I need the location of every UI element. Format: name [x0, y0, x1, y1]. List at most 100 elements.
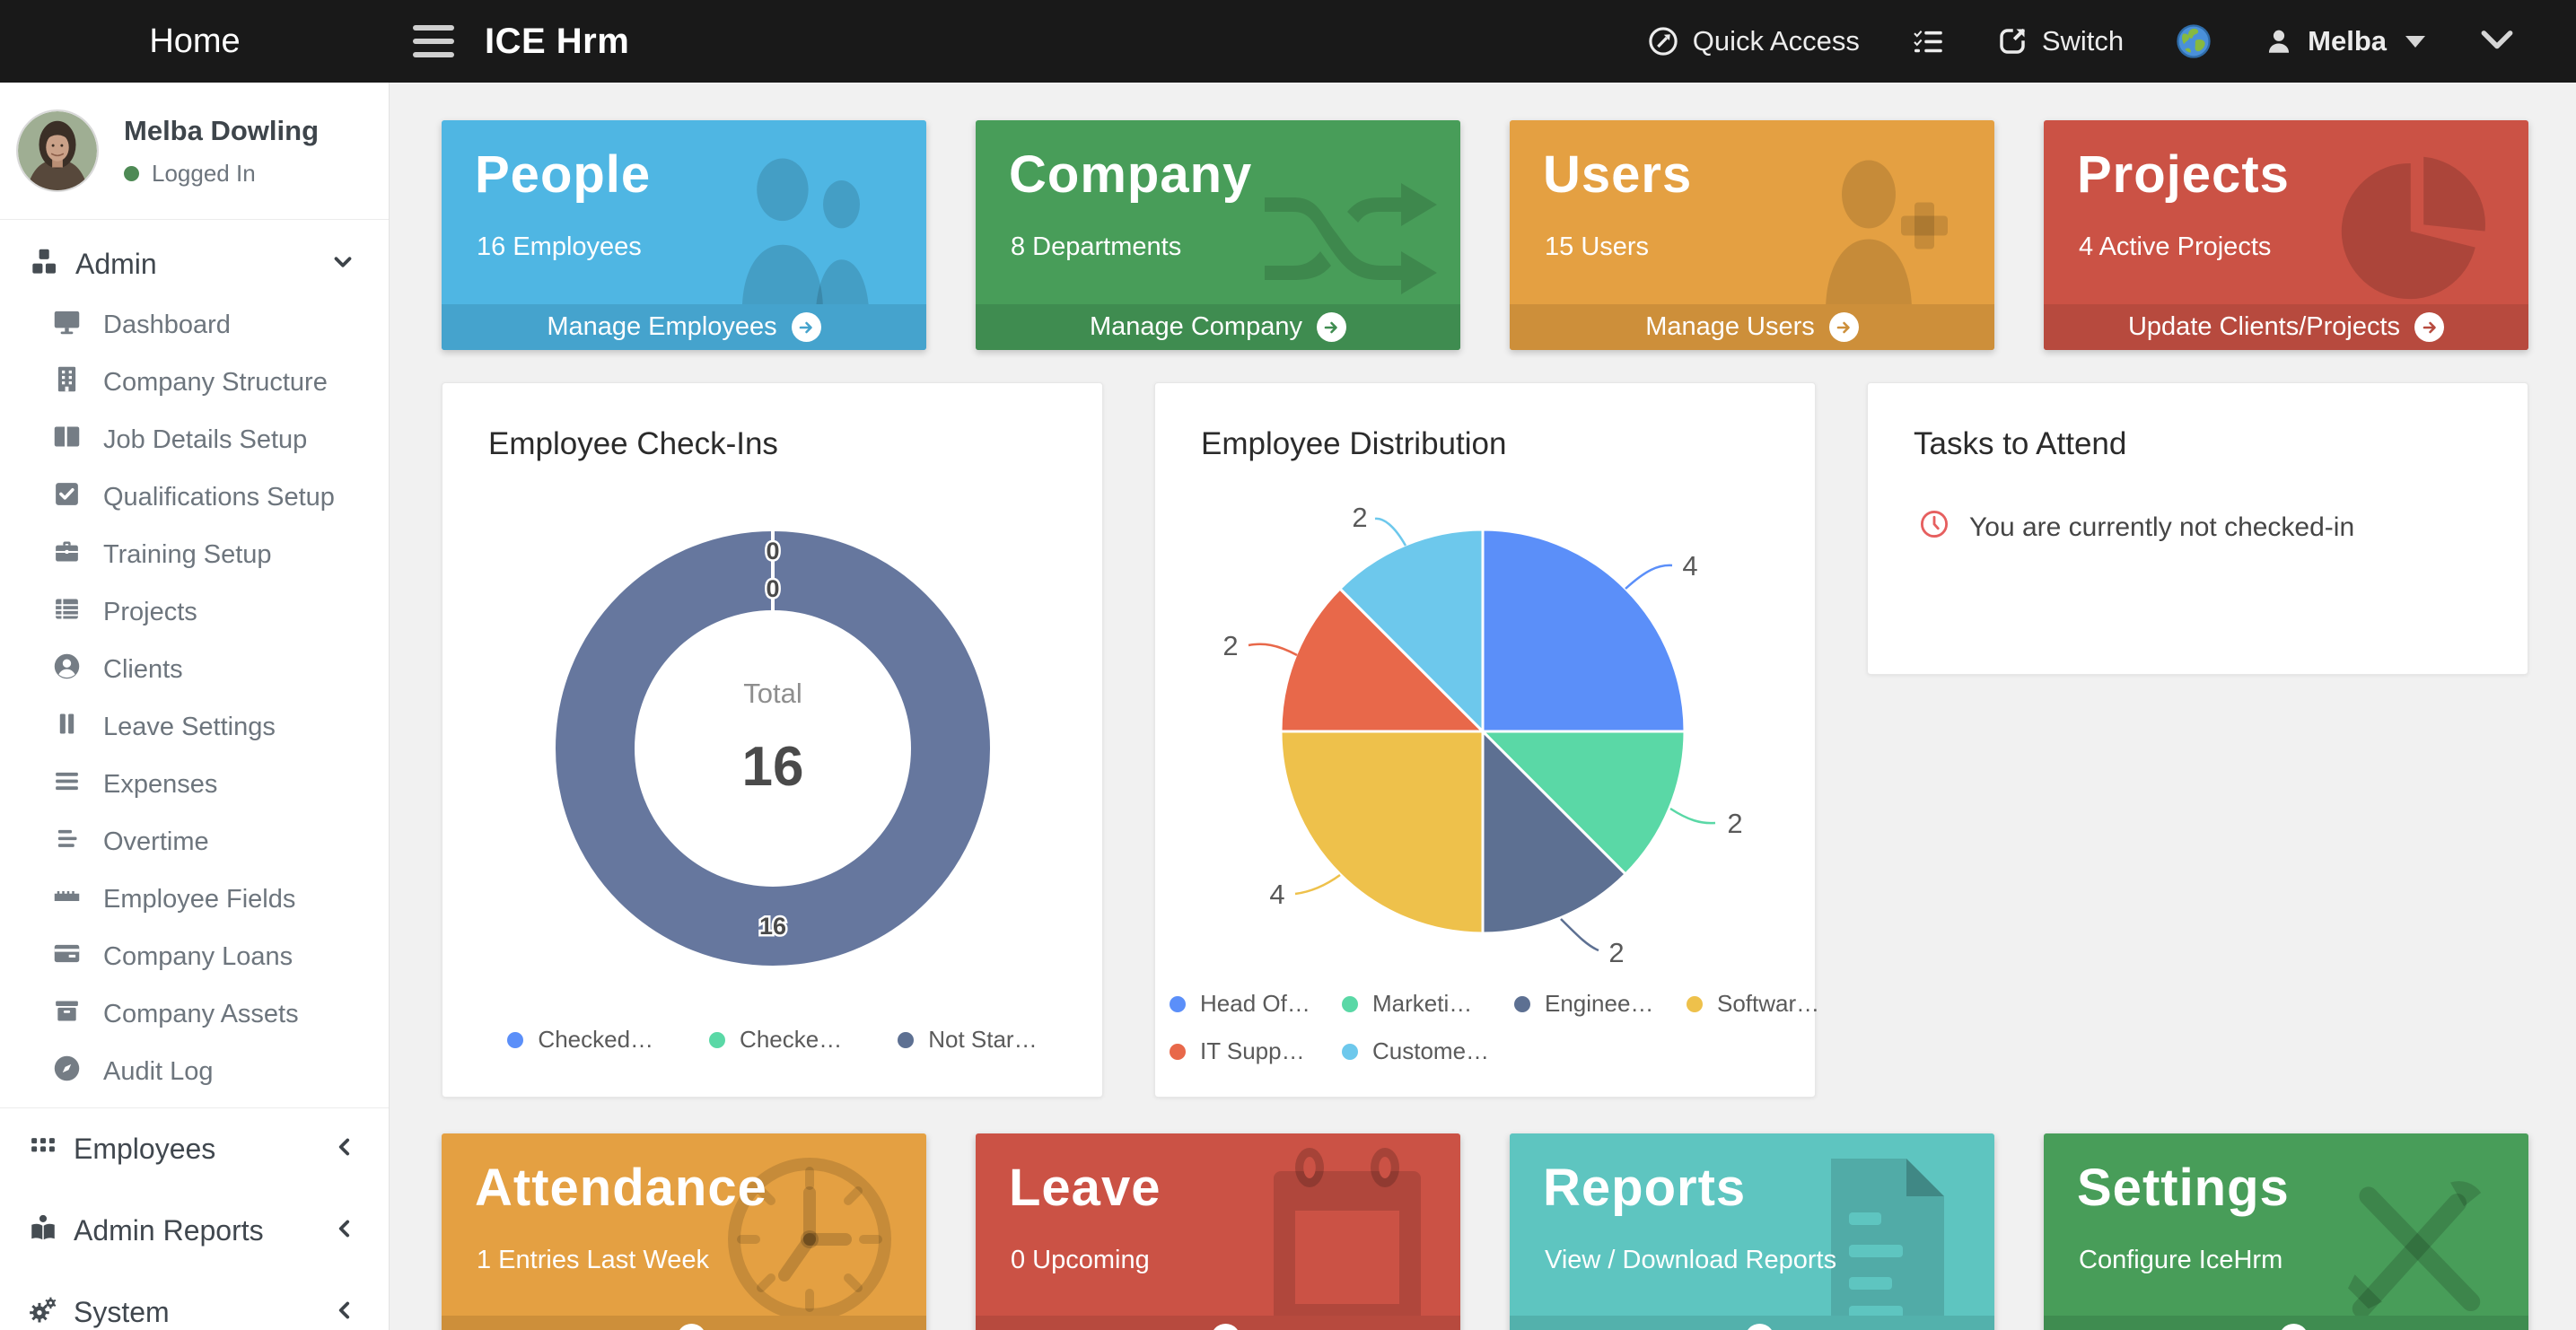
legend-item-marketing[interactable]: Marketi… — [1342, 990, 1514, 1018]
task-list-button[interactable] — [1912, 25, 1944, 57]
legend-dot — [709, 1031, 726, 1048]
list-icon — [52, 766, 82, 803]
shuffle-icon — [1261, 172, 1441, 302]
svg-text:2: 2 — [1608, 937, 1624, 968]
navbar-collapse-button[interactable] — [2477, 25, 2517, 57]
hamburger-icon[interactable] — [413, 25, 454, 57]
tile-company[interactable]: Company 8 Departments Manage Company — [976, 120, 1460, 350]
legend-dot — [1342, 995, 1358, 1012]
charts-row: Employee Check-Ins 0 0 16 Total 16 Check… — [442, 382, 2528, 1098]
sidebar-item-dashboard[interactable]: Dashboard — [0, 296, 389, 354]
legend-item-engineering[interactable]: Enginee… — [1514, 990, 1687, 1018]
sidebar-section-employees[interactable]: Employees — [0, 1108, 389, 1190]
legend-item-checked-out[interactable]: Checke… — [709, 1026, 842, 1054]
sidebar-item-projects[interactable]: Projects — [0, 583, 389, 641]
tile-reports[interactable]: Reports View / Download Reports — [1510, 1133, 1994, 1330]
sidebar-item-label: Company Assets — [103, 999, 299, 1028]
tile-projects[interactable]: Projects 4 Active Projects Update Client… — [2044, 120, 2528, 350]
sidebar-item-expenses[interactable]: Expenses — [0, 756, 389, 813]
sidebar-item-qualifications-setup[interactable]: Qualifications Setup — [0, 468, 389, 526]
legend-item-checked-in[interactable]: Checked… — [507, 1026, 653, 1054]
sidebar-item-overtime[interactable]: Overtime — [0, 813, 389, 871]
sidebar-item-training-setup[interactable]: Training Setup — [0, 526, 389, 583]
legend-dot — [1170, 995, 1186, 1012]
top-navbar: Home ICE Hrm Quick Access Switch — [0, 0, 2576, 83]
nav-home-link[interactable]: Home — [149, 22, 241, 60]
sidebar-item-company-loans[interactable]: Company Loans — [0, 928, 389, 985]
checkins-panel: Employee Check-Ins 0 0 16 Total 16 Check… — [442, 382, 1103, 1098]
tile-users[interactable]: Users 15 Users Manage Users — [1510, 120, 1994, 350]
legend-label: IT Supp… — [1200, 1037, 1305, 1064]
legend-item-it-support[interactable]: IT Supp… — [1170, 1037, 1342, 1065]
sidebar-section-label: Employees — [74, 1133, 216, 1165]
building-icon — [52, 364, 82, 401]
legend-dot — [1514, 995, 1530, 1012]
svg-text:4: 4 — [1269, 879, 1284, 910]
quick-access-label: Quick Access — [1692, 25, 1860, 57]
legend-dot — [1170, 1043, 1186, 1060]
svg-text:2: 2 — [1352, 502, 1367, 533]
legend-label: Checked… — [538, 1026, 654, 1053]
svg-text:0: 0 — [766, 538, 779, 564]
svg-text:2: 2 — [1727, 808, 1742, 839]
task-message: You are currently not checked-in — [1969, 512, 2355, 542]
tile-people[interactable]: People 16 Employees Manage Employees — [442, 120, 926, 350]
arrow-right-circle-icon — [1744, 1324, 1774, 1330]
globe-icon — [2176, 23, 2212, 59]
sidebar-item-employee-fields[interactable]: Employee Fields — [0, 871, 389, 928]
user-menu[interactable]: Melba — [2264, 25, 2425, 57]
update-clients-projects-button[interactable]: Update Clients/Projects — [2044, 304, 2528, 350]
quick-access-button[interactable]: Quick Access — [1647, 25, 1860, 57]
sidebar-item-job-details-setup[interactable]: Job Details Setup — [0, 411, 389, 468]
tile-subtitle: 0 Upcoming — [1011, 1246, 1150, 1274]
sidebar-section-admin[interactable]: Admin — [0, 220, 389, 296]
language-globe-button[interactable] — [2176, 23, 2212, 59]
user-circle-icon — [52, 652, 82, 688]
sidebar-item-label: Dashboard — [103, 310, 231, 339]
sidebar-item-label: Overtime — [103, 827, 209, 856]
reports-footer-button[interactable] — [1510, 1316, 1994, 1330]
tile-title: Users — [1543, 145, 1693, 204]
settings-footer-button[interactable] — [2044, 1316, 2528, 1330]
status-label: Logged In — [152, 159, 256, 187]
manage-company-button[interactable]: Manage Company — [976, 304, 1460, 350]
tile-attendance[interactable]: Attendance 1 Entries Last Week — [442, 1133, 926, 1330]
leave-footer-button[interactable] — [976, 1316, 1460, 1330]
manage-users-button[interactable]: Manage Users — [1510, 304, 1994, 350]
tile-title: Projects — [2077, 145, 2290, 204]
sidebar-item-leave-settings[interactable]: Leave Settings — [0, 698, 389, 756]
legend-item-software[interactable]: Softwar… — [1687, 990, 1859, 1018]
sidebar-item-label: Leave Settings — [103, 712, 276, 741]
user-icon — [2264, 26, 2294, 57]
svg-text:Total: Total — [743, 678, 802, 709]
sidebar-item-company-assets[interactable]: Company Assets — [0, 985, 389, 1043]
briefcase-icon — [52, 537, 82, 573]
legend-dot — [1342, 1043, 1358, 1060]
gears-icon — [27, 1294, 59, 1330]
tile-leave[interactable]: Leave 0 Upcoming — [976, 1133, 1460, 1330]
switch-button[interactable]: Switch — [1996, 25, 2124, 57]
sidebar-item-audit-log[interactable]: Audit Log — [0, 1043, 389, 1100]
sidebar-item-clients[interactable]: Clients — [0, 641, 389, 698]
sidebar-section-admin-reports[interactable]: Admin Reports — [0, 1190, 389, 1272]
legend-item-not-started[interactable]: Not Star… — [898, 1026, 1038, 1054]
archive-icon — [52, 996, 82, 1033]
avatar[interactable] — [16, 109, 99, 192]
tools-icon — [2331, 1159, 2502, 1330]
sidebar-section-label: System — [74, 1296, 170, 1328]
chevron-down-icon — [2477, 25, 2517, 57]
legend-label: Marketi… — [1372, 990, 1473, 1017]
distribution-legend: Head Of… Marketi… Enginee… Softwar… IT S… — [1170, 990, 1859, 1065]
legend-dot — [1687, 995, 1703, 1012]
legend-item-customer[interactable]: Custome… — [1342, 1037, 1514, 1065]
manage-employees-button[interactable]: Manage Employees — [442, 304, 926, 350]
attendance-footer-button[interactable] — [442, 1316, 926, 1330]
pause-icon — [52, 709, 82, 746]
legend-item-head-office[interactable]: Head Of… — [1170, 990, 1342, 1018]
book-reader-icon — [27, 1212, 59, 1249]
tile-settings[interactable]: Settings Configure IceHrm — [2044, 1133, 2528, 1330]
sidebar-item-company-structure[interactable]: Company Structure — [0, 354, 389, 411]
tasks-title: Tasks to Attend — [1914, 426, 2127, 461]
checkins-title: Employee Check-Ins — [488, 426, 778, 461]
sidebar-section-system[interactable]: System — [0, 1272, 389, 1330]
